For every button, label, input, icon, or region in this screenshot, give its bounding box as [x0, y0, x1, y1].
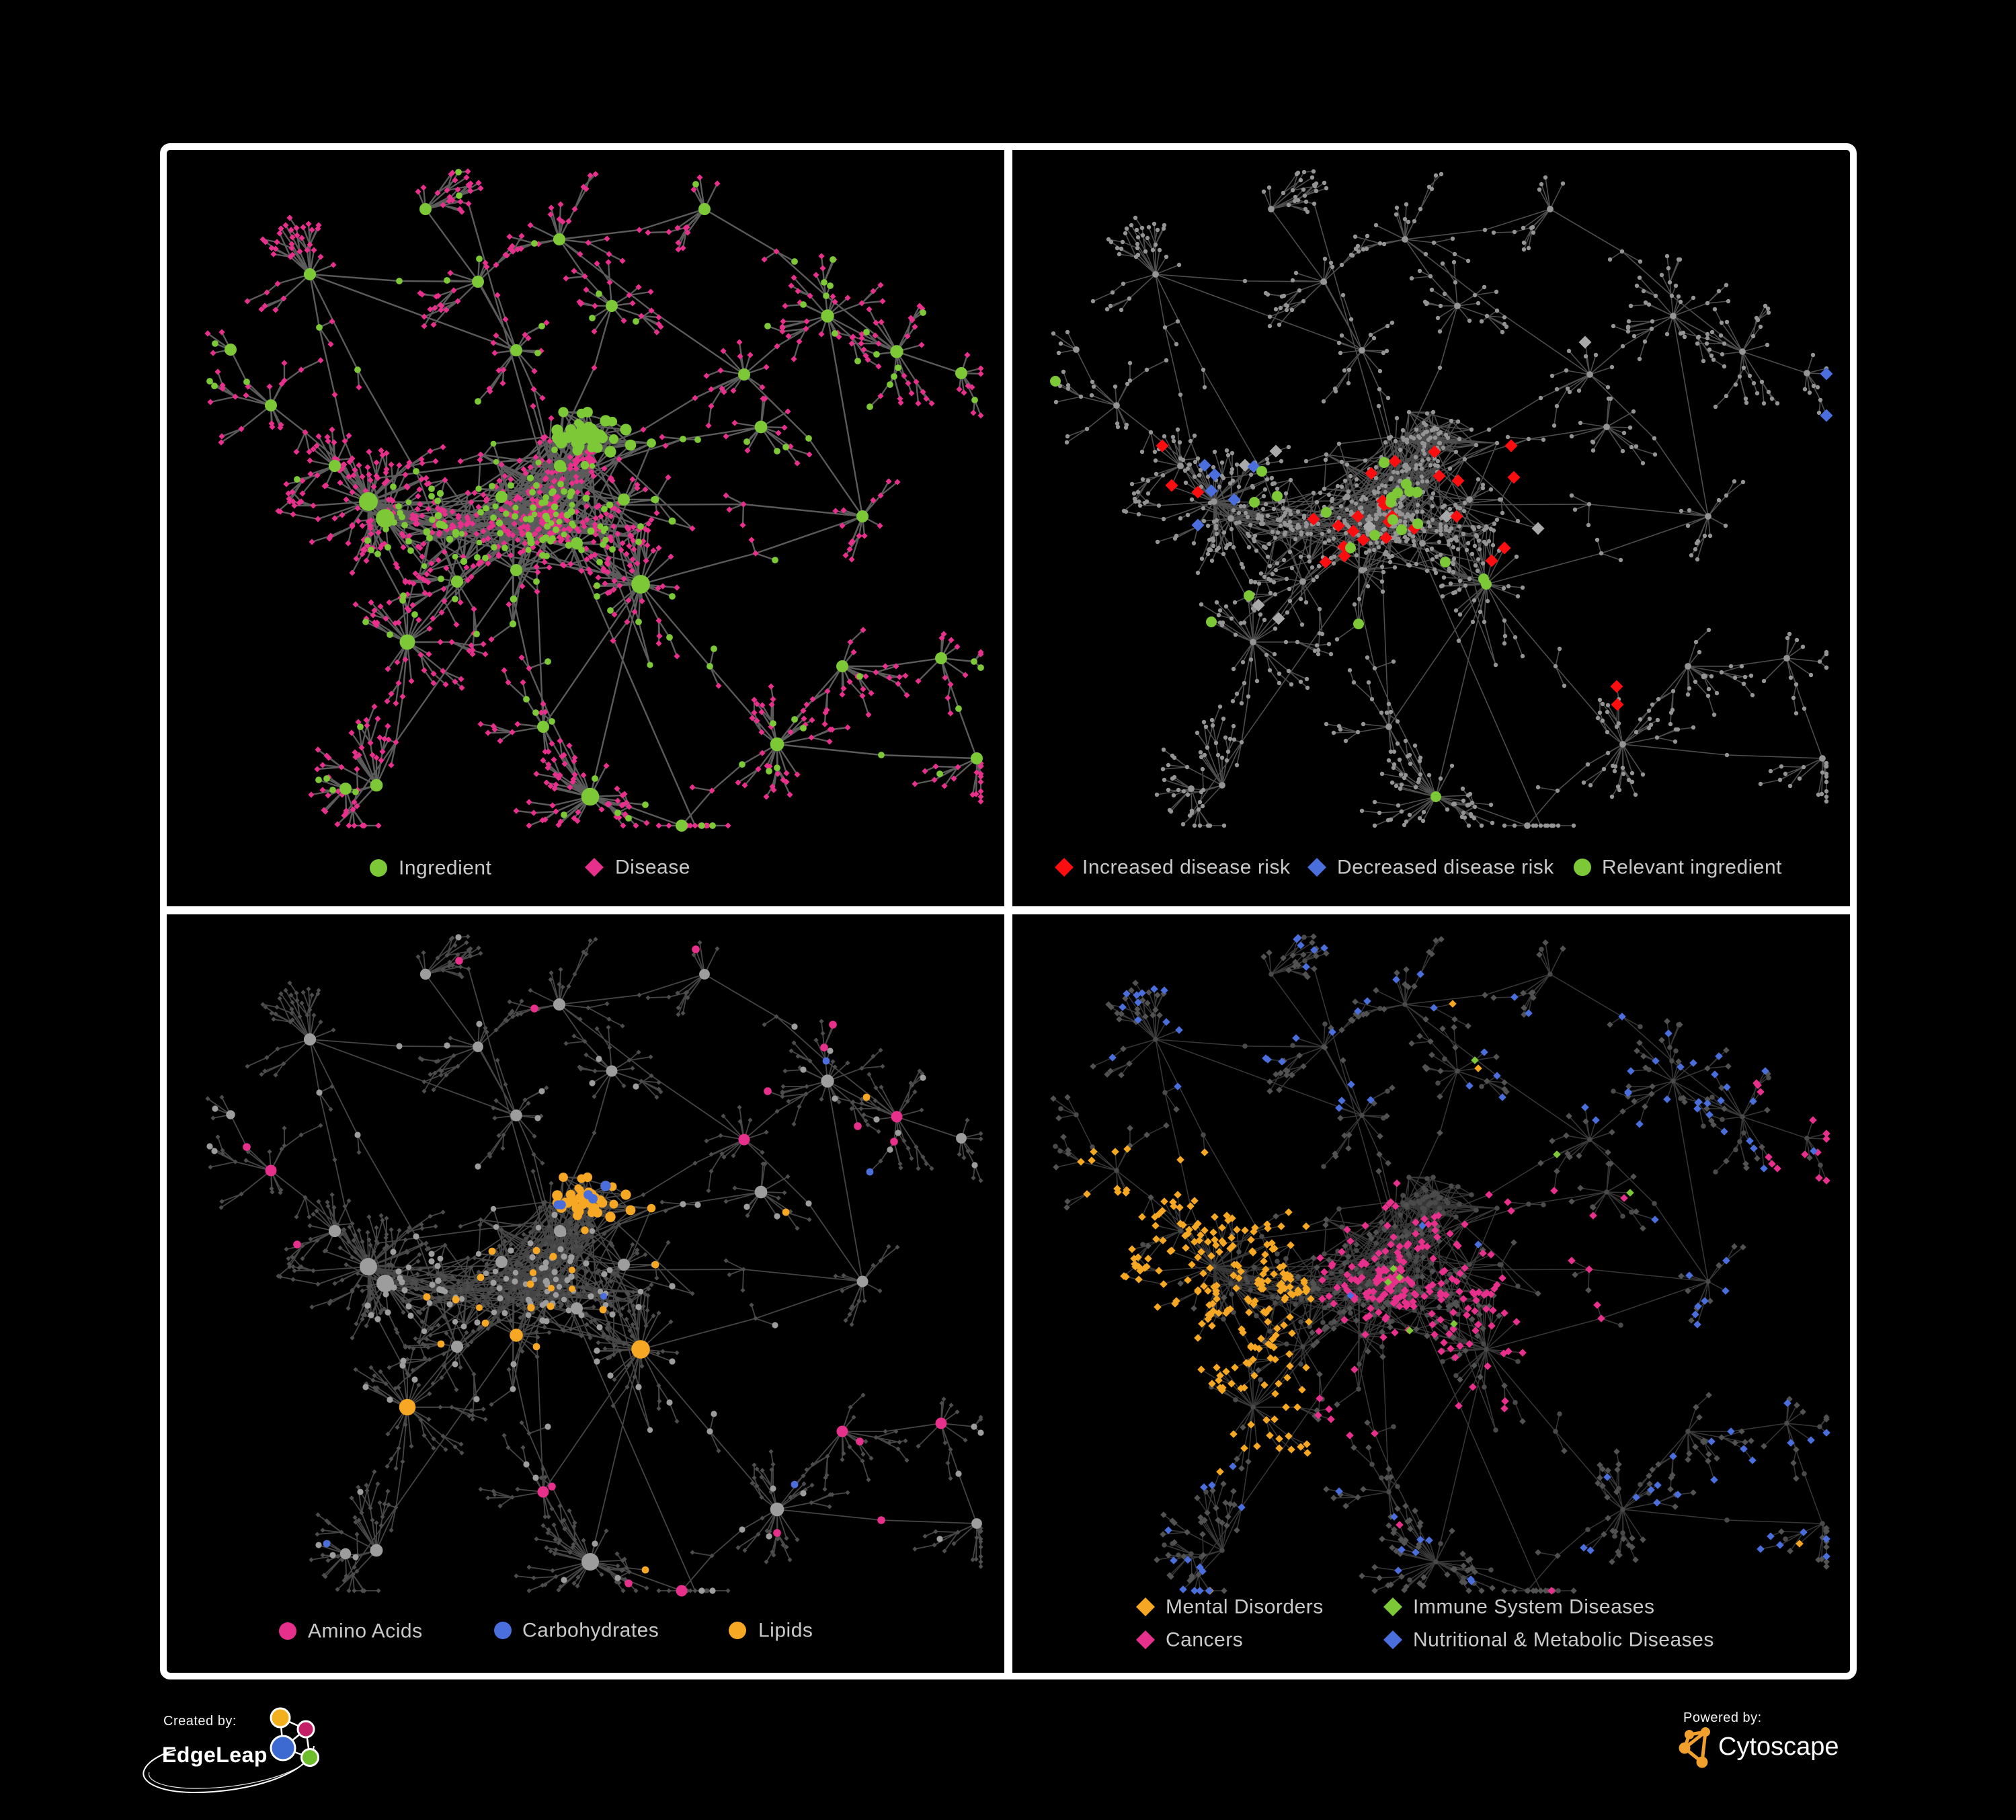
svg-text:Decreased disease risk: Decreased disease risk [1337, 857, 1554, 879]
svg-text:Carbohydrates: Carbohydrates [522, 1620, 659, 1642]
svg-text:Nutritional & Metabolic Diseas: Nutritional & Metabolic Diseases [1413, 1629, 1714, 1651]
svg-text:EdgeLeap: EdgeLeap [162, 1743, 268, 1767]
svg-text:Cancers: Cancers [1166, 1629, 1243, 1651]
svg-text:Ingredient: Ingredient [399, 857, 492, 879]
svg-text:Created by:: Created by: [163, 1714, 237, 1729]
svg-text:Lipids: Lipids [758, 1620, 813, 1642]
svg-text:Immune System Diseases: Immune System Diseases [1413, 1596, 1654, 1618]
svg-text:Relevant ingredient: Relevant ingredient [1602, 857, 1782, 879]
svg-text:Disease: Disease [615, 857, 690, 879]
svg-text:Increased disease risk: Increased disease risk [1082, 857, 1291, 879]
svg-text:Powered by:: Powered by: [1683, 1710, 1762, 1725]
svg-text:Cytoscape: Cytoscape [1718, 1733, 1839, 1761]
svg-text:Mental Disorders: Mental Disorders [1166, 1596, 1324, 1618]
svg-text:Amino Acids: Amino Acids [308, 1620, 423, 1643]
